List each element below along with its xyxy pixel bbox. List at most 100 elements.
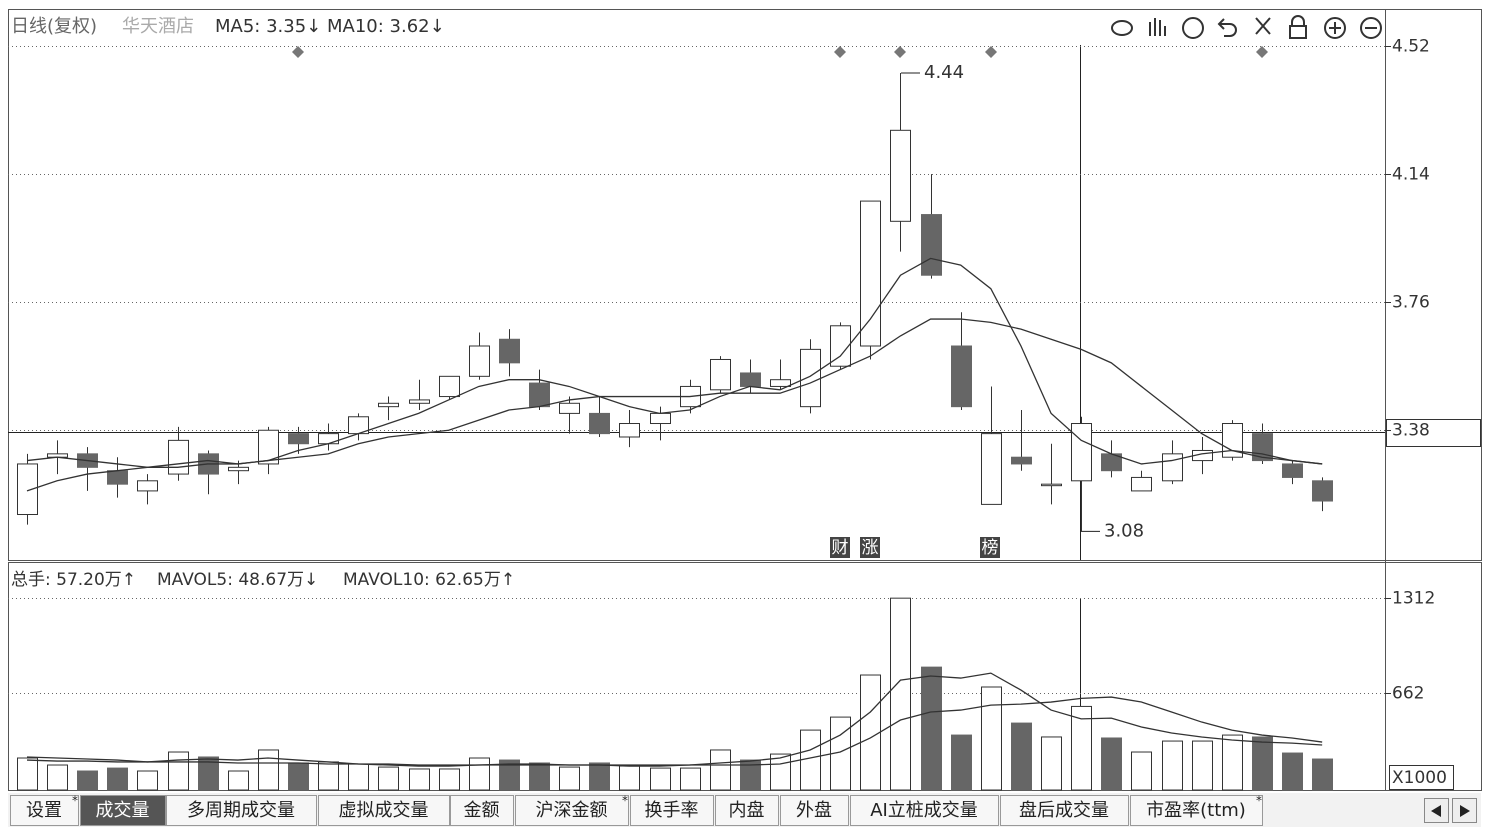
volume-bar (1282, 752, 1303, 791)
candle-body (619, 423, 640, 438)
candle-body (770, 379, 791, 387)
tab-mark: * (622, 794, 628, 808)
volume-bar (469, 757, 490, 791)
volume-bar (47, 764, 68, 791)
unit-label: X1000 (1392, 768, 1447, 788)
unit-box (1389, 765, 1454, 790)
play-icon[interactable] (1182, 17, 1204, 39)
volume-legend: MAVOL5: 48.67万↓ (157, 570, 318, 590)
eye-icon[interactable] (1111, 20, 1133, 36)
candle-body (1011, 456, 1032, 465)
volume-bar (740, 759, 761, 791)
candle-body (137, 480, 158, 492)
volume-bar (619, 765, 640, 791)
volume-bar (107, 767, 128, 791)
tab[interactable] (80, 795, 166, 826)
tab[interactable] (850, 795, 999, 826)
event-markers (292, 46, 1268, 58)
candle-body (378, 402, 399, 408)
event-marker[interactable] (985, 46, 997, 58)
badge[interactable]: 涨 (862, 538, 879, 558)
tab[interactable] (715, 795, 779, 826)
candle-body (559, 402, 580, 414)
tab-label: 盘后成交量 (1019, 800, 1109, 821)
y-tick-label: 4.14 (1392, 165, 1430, 185)
badge[interactable]: 财 (832, 538, 849, 558)
ma-line (26, 696, 1323, 766)
lock-icon[interactable] (1289, 15, 1307, 39)
volume-bar (1192, 740, 1213, 791)
candle-body (800, 348, 821, 408)
badge-bg (980, 537, 1000, 558)
tab-label: 成交量 (96, 800, 150, 821)
candle-body (439, 375, 460, 398)
y-tick-label: 3.38 (1392, 421, 1430, 441)
candle-body (107, 470, 128, 485)
candle-body (258, 429, 279, 465)
y-tick-label: 662 (1392, 684, 1424, 704)
candle-body (650, 412, 671, 425)
badge[interactable]: 榜 (982, 538, 999, 558)
event-marker[interactable] (834, 46, 846, 58)
tab[interactable] (10, 795, 79, 826)
volume-bar (1162, 740, 1183, 791)
candle-body (1162, 453, 1183, 482)
volume-bar (77, 770, 98, 791)
y-tick-label: 1312 (1392, 589, 1435, 609)
tab[interactable] (166, 795, 317, 826)
candle-body (1131, 476, 1152, 492)
volume-bar (348, 763, 369, 791)
candle-body (860, 200, 881, 347)
zoom-out-icon[interactable] (1360, 17, 1382, 39)
tab[interactable] (1000, 795, 1129, 826)
candle-body (469, 345, 490, 377)
y-tick-label: 3.76 (1392, 293, 1430, 313)
volume-bar (409, 768, 430, 791)
tab[interactable] (1130, 795, 1263, 826)
tab[interactable] (630, 795, 714, 826)
volume-bar (1011, 722, 1032, 791)
volume-bar (499, 759, 520, 791)
volume-bar (168, 751, 189, 791)
scroll-left-arrow (1431, 805, 1441, 817)
tab-label: 换手率 (645, 800, 699, 821)
hand-icon[interactable] (1149, 18, 1166, 36)
volume-bar (378, 766, 399, 791)
candle-body (830, 325, 851, 367)
price-panel-frame (8, 9, 1482, 561)
volume-legend: MAVOL10: 62.65万↑ (343, 570, 515, 590)
event-marker[interactable] (894, 46, 906, 58)
event-marker[interactable] (292, 46, 304, 58)
volume-bar (559, 766, 580, 791)
candle-body (288, 433, 309, 445)
candle-body (890, 129, 911, 222)
tab[interactable] (450, 795, 514, 826)
volume-bar (800, 729, 821, 791)
volume-bar (198, 756, 219, 791)
candle-body (710, 358, 731, 391)
zoom-in-icon[interactable] (1324, 17, 1346, 39)
volume-bar (529, 762, 550, 791)
candle-body (499, 338, 520, 364)
volume-bar (981, 686, 1002, 791)
volume-bar (921, 666, 942, 791)
candle-body (228, 466, 249, 472)
undo-icon[interactable] (1217, 18, 1237, 37)
high-label: 4.44 (924, 62, 964, 83)
candle-body (981, 433, 1002, 505)
event-marker[interactable] (1256, 46, 1268, 58)
tab-label: 沪深金额 (536, 800, 608, 821)
toolbar (1111, 15, 1382, 39)
candle-body (589, 412, 610, 435)
tab[interactable] (318, 795, 450, 826)
stock-name: 华天酒店 (122, 16, 194, 37)
volume-bar (589, 762, 610, 791)
tab-label: 外盘 (796, 800, 832, 821)
volume-bar (137, 770, 158, 791)
tab[interactable] (780, 795, 849, 826)
tab-mark: * (1256, 794, 1262, 808)
legend-ma5: MA5: 3.35↓ (215, 16, 321, 37)
cut-icon[interactable] (1255, 17, 1271, 35)
tab[interactable] (515, 795, 629, 826)
